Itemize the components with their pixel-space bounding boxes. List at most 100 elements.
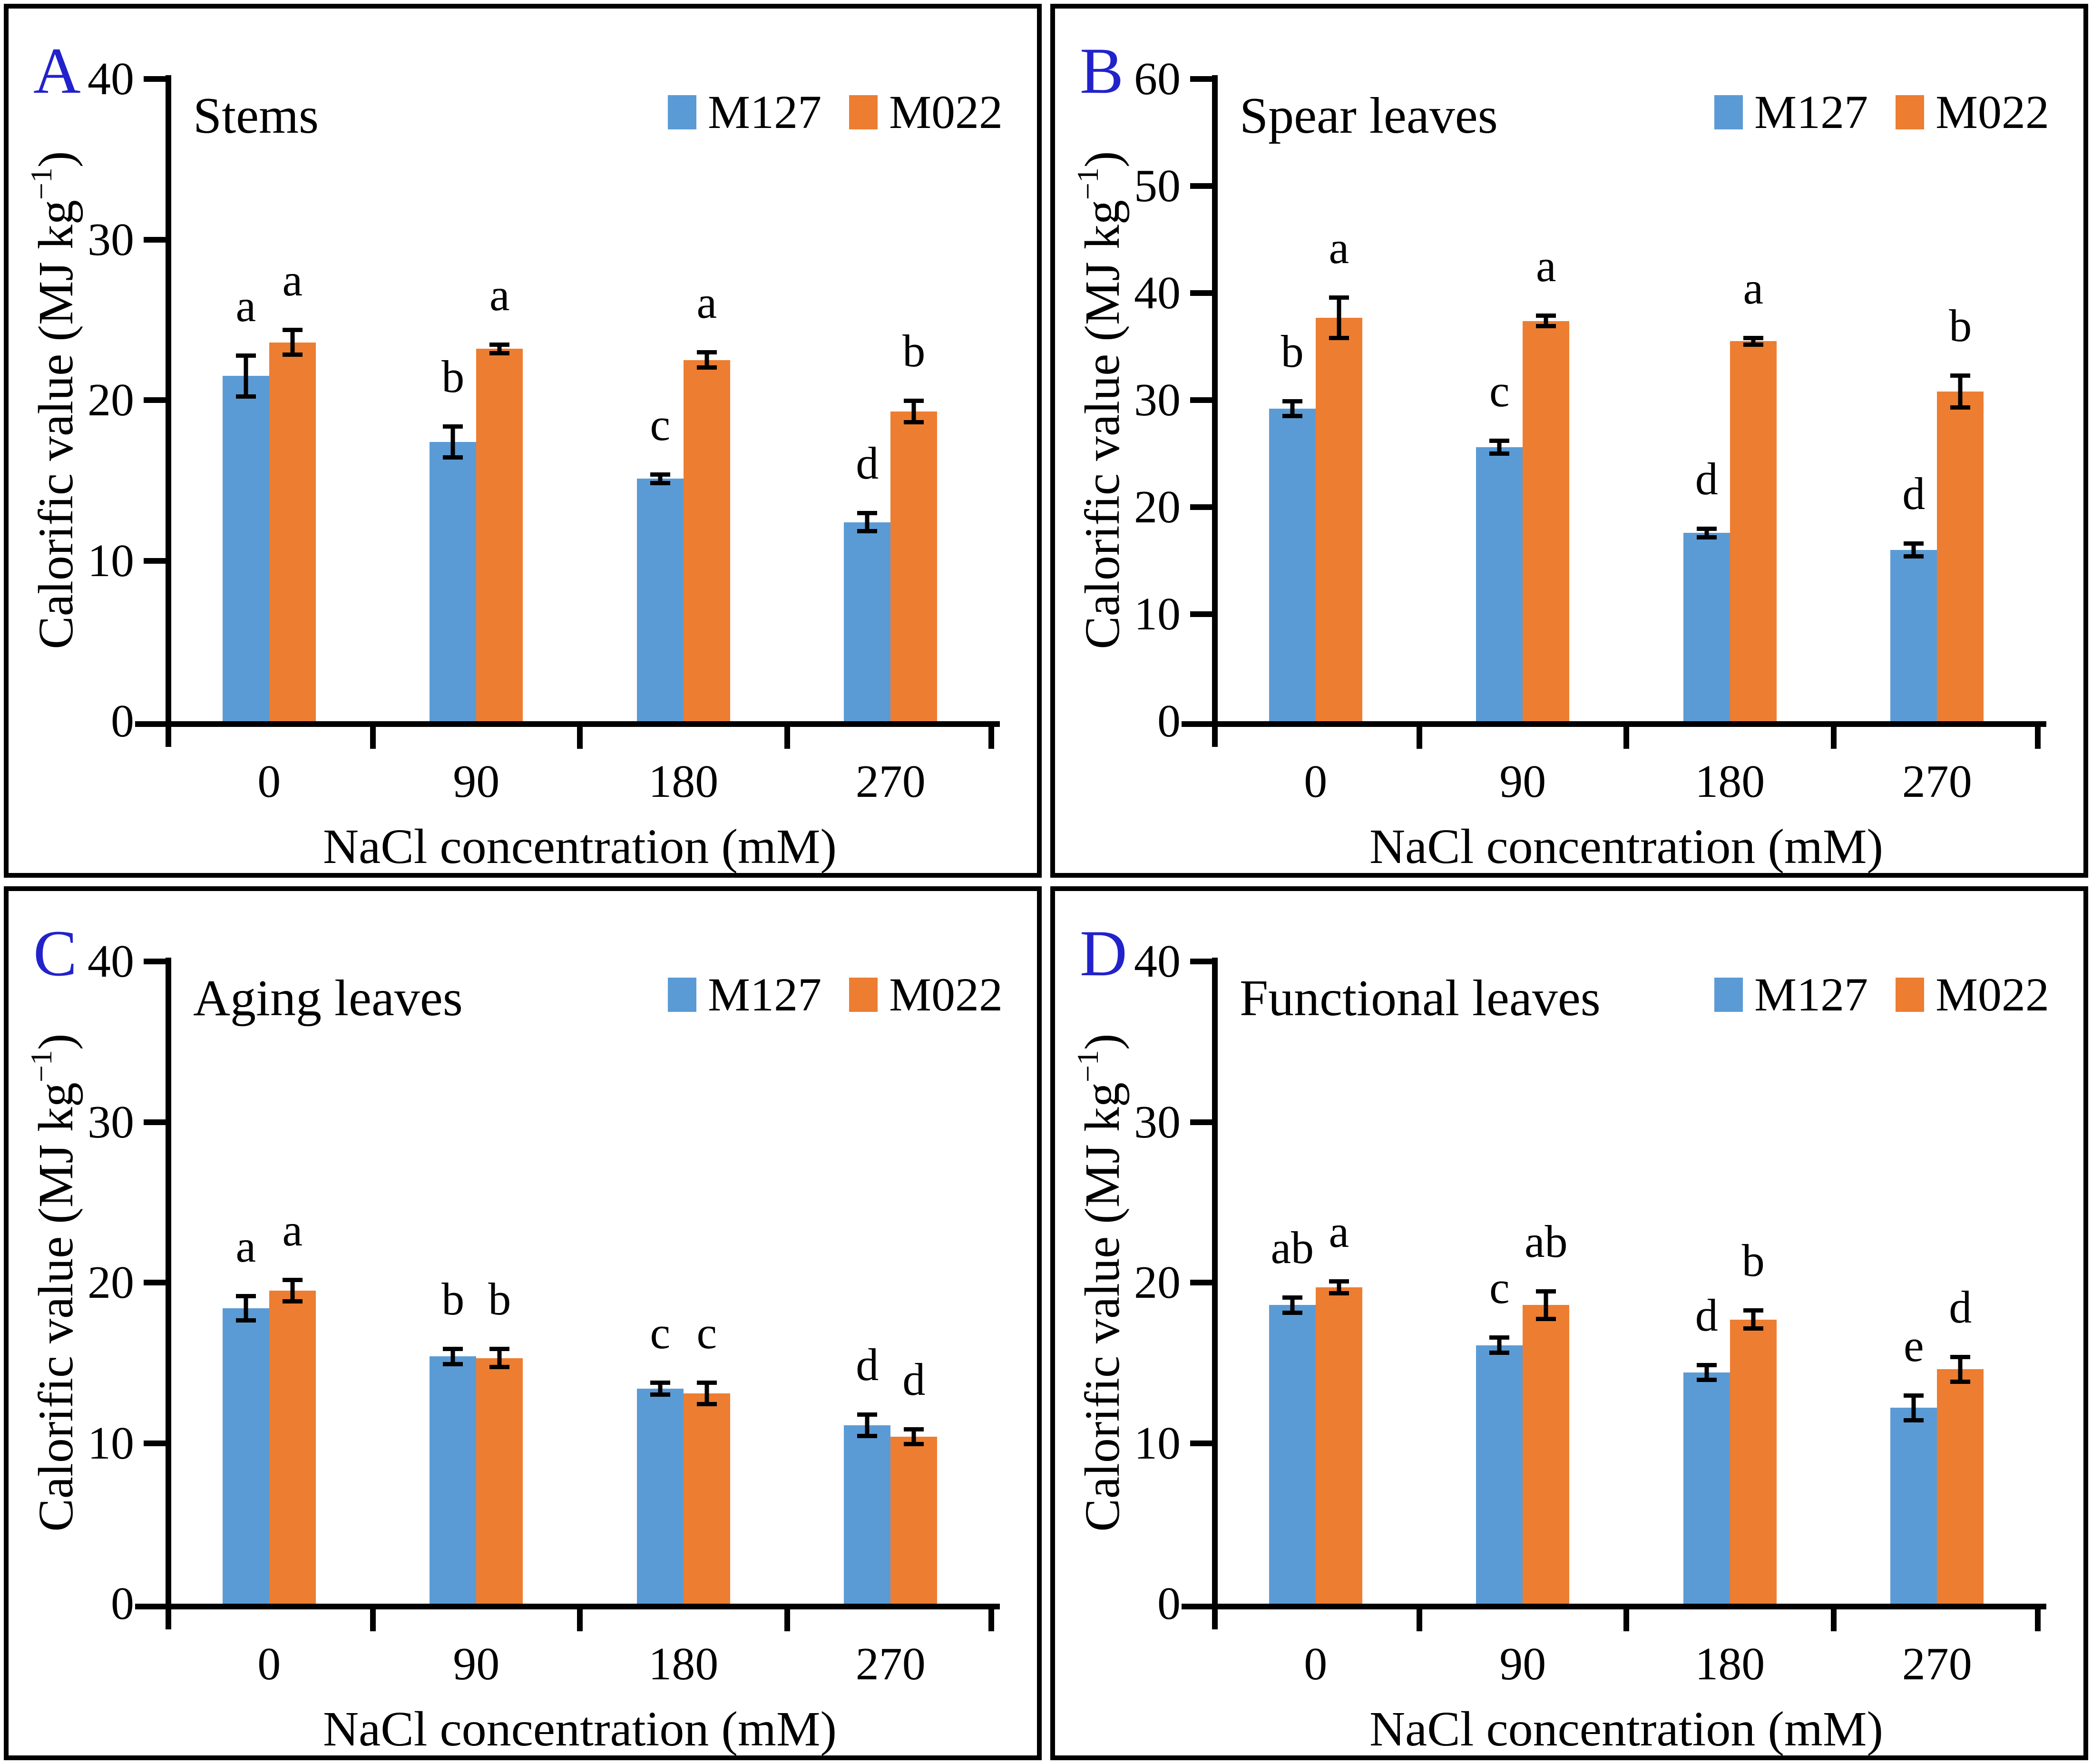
bar-m127-270 xyxy=(1890,1408,1937,1604)
y-axis-title-main: Calorific value (MJ kg xyxy=(1075,1082,1130,1532)
x-tick-4 xyxy=(2035,1609,2041,1631)
sig-letter-m022-180: a xyxy=(1743,263,1764,314)
bar-m127-180 xyxy=(1683,1372,1730,1604)
x-axis-title: NaCl concentration (mM) xyxy=(1369,819,1884,874)
error-bar-cap-bottom xyxy=(696,1401,717,1406)
error-bar-cap-bottom xyxy=(1950,1379,1971,1384)
legend-item-m127: M127 xyxy=(668,88,821,136)
error-bar-cap-top xyxy=(1950,373,1971,378)
legend-item-m127: M127 xyxy=(1714,88,1868,136)
x-tick-label-90: 90 xyxy=(453,1638,500,1690)
error-bar-cap-bottom xyxy=(857,529,878,534)
error-bar-stem xyxy=(911,1427,916,1447)
error-bar-stem xyxy=(497,1347,502,1370)
y-tick-label-0: 0 xyxy=(111,1578,134,1629)
error-bar-stem xyxy=(1337,1279,1341,1295)
sig-letter-m127-180: c xyxy=(650,399,671,450)
bar-m127-180 xyxy=(636,1388,684,1604)
bar-m127-0 xyxy=(1269,1305,1316,1604)
x-tick-1 xyxy=(1416,727,1422,749)
error-bar-stem xyxy=(865,1412,870,1439)
y-axis-title-main: Calorific value (MJ kg xyxy=(29,1082,83,1532)
sig-letter-m127-0: b xyxy=(1281,325,1304,377)
sig-letter-m022-0: a xyxy=(1329,222,1349,273)
error-bar-stem xyxy=(1911,541,1916,559)
error-bar-m127-0 xyxy=(1282,399,1302,419)
x-axis-title: NaCl concentration (mM) xyxy=(1369,1702,1884,1756)
error-bar-cap-top xyxy=(443,1347,463,1351)
y-tick-30 xyxy=(1190,397,1212,403)
legend-swatch-m022 xyxy=(1896,978,1925,1012)
x-tick-label-180: 180 xyxy=(1695,756,1765,807)
error-bar-cap-top xyxy=(1696,1362,1717,1367)
error-bar-m127-90 xyxy=(443,1347,463,1366)
x-axis-line xyxy=(1182,1604,2046,1609)
x-tick-label-270: 270 xyxy=(855,1638,926,1690)
bar-m127-180 xyxy=(636,479,684,721)
error-bar-m022-180 xyxy=(696,1380,717,1406)
y-tick-label-10: 10 xyxy=(88,1417,134,1469)
x-tick-label-90: 90 xyxy=(1499,1638,1546,1690)
error-bar-cap-top xyxy=(650,1380,670,1385)
x-axis-line xyxy=(135,1604,1000,1609)
bar-m127-90 xyxy=(1476,1345,1523,1604)
error-bar-cap-top xyxy=(857,1412,878,1417)
sig-letter-m127-90: b xyxy=(441,1274,465,1324)
panel-title-b: Spear leaves xyxy=(1240,88,1498,144)
y-axis-title-main: Calorific value (MJ kg xyxy=(29,200,83,649)
error-bar-cap-bottom xyxy=(1329,1291,1349,1295)
error-bar-m127-0 xyxy=(1282,1295,1302,1315)
error-bar-cap-top xyxy=(1904,1393,1924,1398)
panel-letter-d: D xyxy=(1080,917,1127,990)
y-tick-label-30: 30 xyxy=(1134,374,1181,426)
x-tick-3 xyxy=(784,727,790,749)
error-bar-m022-270 xyxy=(1950,1354,1971,1384)
y-tick-40 xyxy=(1190,959,1212,964)
sig-letter-m127-270: d xyxy=(1902,468,1926,519)
error-bar-cap-top xyxy=(1489,1335,1510,1340)
y-axis-title-exponent: −1 xyxy=(1071,167,1105,200)
x-tick-1 xyxy=(1416,1609,1422,1631)
error-bar-cap-bottom xyxy=(489,351,510,355)
y-tick-20 xyxy=(1190,1280,1212,1285)
error-bar-stem xyxy=(244,1294,248,1323)
y-tick-label-10: 10 xyxy=(88,535,134,587)
error-bar-cap-bottom xyxy=(904,420,924,424)
legend-label-m022: M022 xyxy=(889,86,1003,138)
error-bar-m127-270 xyxy=(1904,541,1924,559)
error-bar-stem xyxy=(1958,1354,1963,1384)
bar-m127-0 xyxy=(1269,409,1316,721)
error-bar-m022-90 xyxy=(489,1347,510,1370)
legend-item-m022: M022 xyxy=(1896,88,2049,136)
error-bar-cap-bottom xyxy=(650,1392,670,1397)
error-bar-m022-270 xyxy=(904,398,924,424)
error-bar-cap-bottom xyxy=(1904,554,1924,559)
sig-letter-m127-90: c xyxy=(1489,1262,1510,1313)
panel-letter-a: A xyxy=(33,34,81,107)
error-bar-stem xyxy=(244,353,248,399)
sig-letter-m022-270: b xyxy=(1949,300,1972,351)
error-bar-m127-270 xyxy=(857,510,878,534)
y-axis-title: Calorific value (MJ kg−1) xyxy=(24,79,88,721)
y-tick-label-0: 0 xyxy=(1157,1578,1181,1629)
y-tick-20 xyxy=(144,1280,166,1285)
y-axis-title: Calorific value (MJ kg−1) xyxy=(24,961,88,1604)
bar-m127-0 xyxy=(222,376,269,721)
error-bar-stem xyxy=(290,1277,295,1303)
error-bar-stem xyxy=(1290,1295,1295,1315)
error-bar-cap-bottom xyxy=(282,352,303,357)
y-tick-30 xyxy=(144,1119,166,1125)
legend-label-m127: M127 xyxy=(1754,968,1868,1021)
y-axis-title-exponent: −1 xyxy=(1071,1050,1105,1083)
error-bar-cap-bottom xyxy=(235,394,256,399)
panel-a: A Stems 0 10 20 30 40 0 a a 90 b a 180 c a 270 d b Calorifi… xyxy=(4,4,1042,878)
x-tick-2 xyxy=(577,1609,583,1631)
y-tick-label-30: 30 xyxy=(88,1096,134,1148)
x-tick-3 xyxy=(784,1609,790,1631)
bar-m127-90 xyxy=(1476,447,1523,721)
error-bar-m127-90 xyxy=(443,424,463,460)
bar-m022-270 xyxy=(890,1437,938,1604)
y-tick-10 xyxy=(144,558,166,564)
x-tick-3 xyxy=(1830,727,1837,749)
